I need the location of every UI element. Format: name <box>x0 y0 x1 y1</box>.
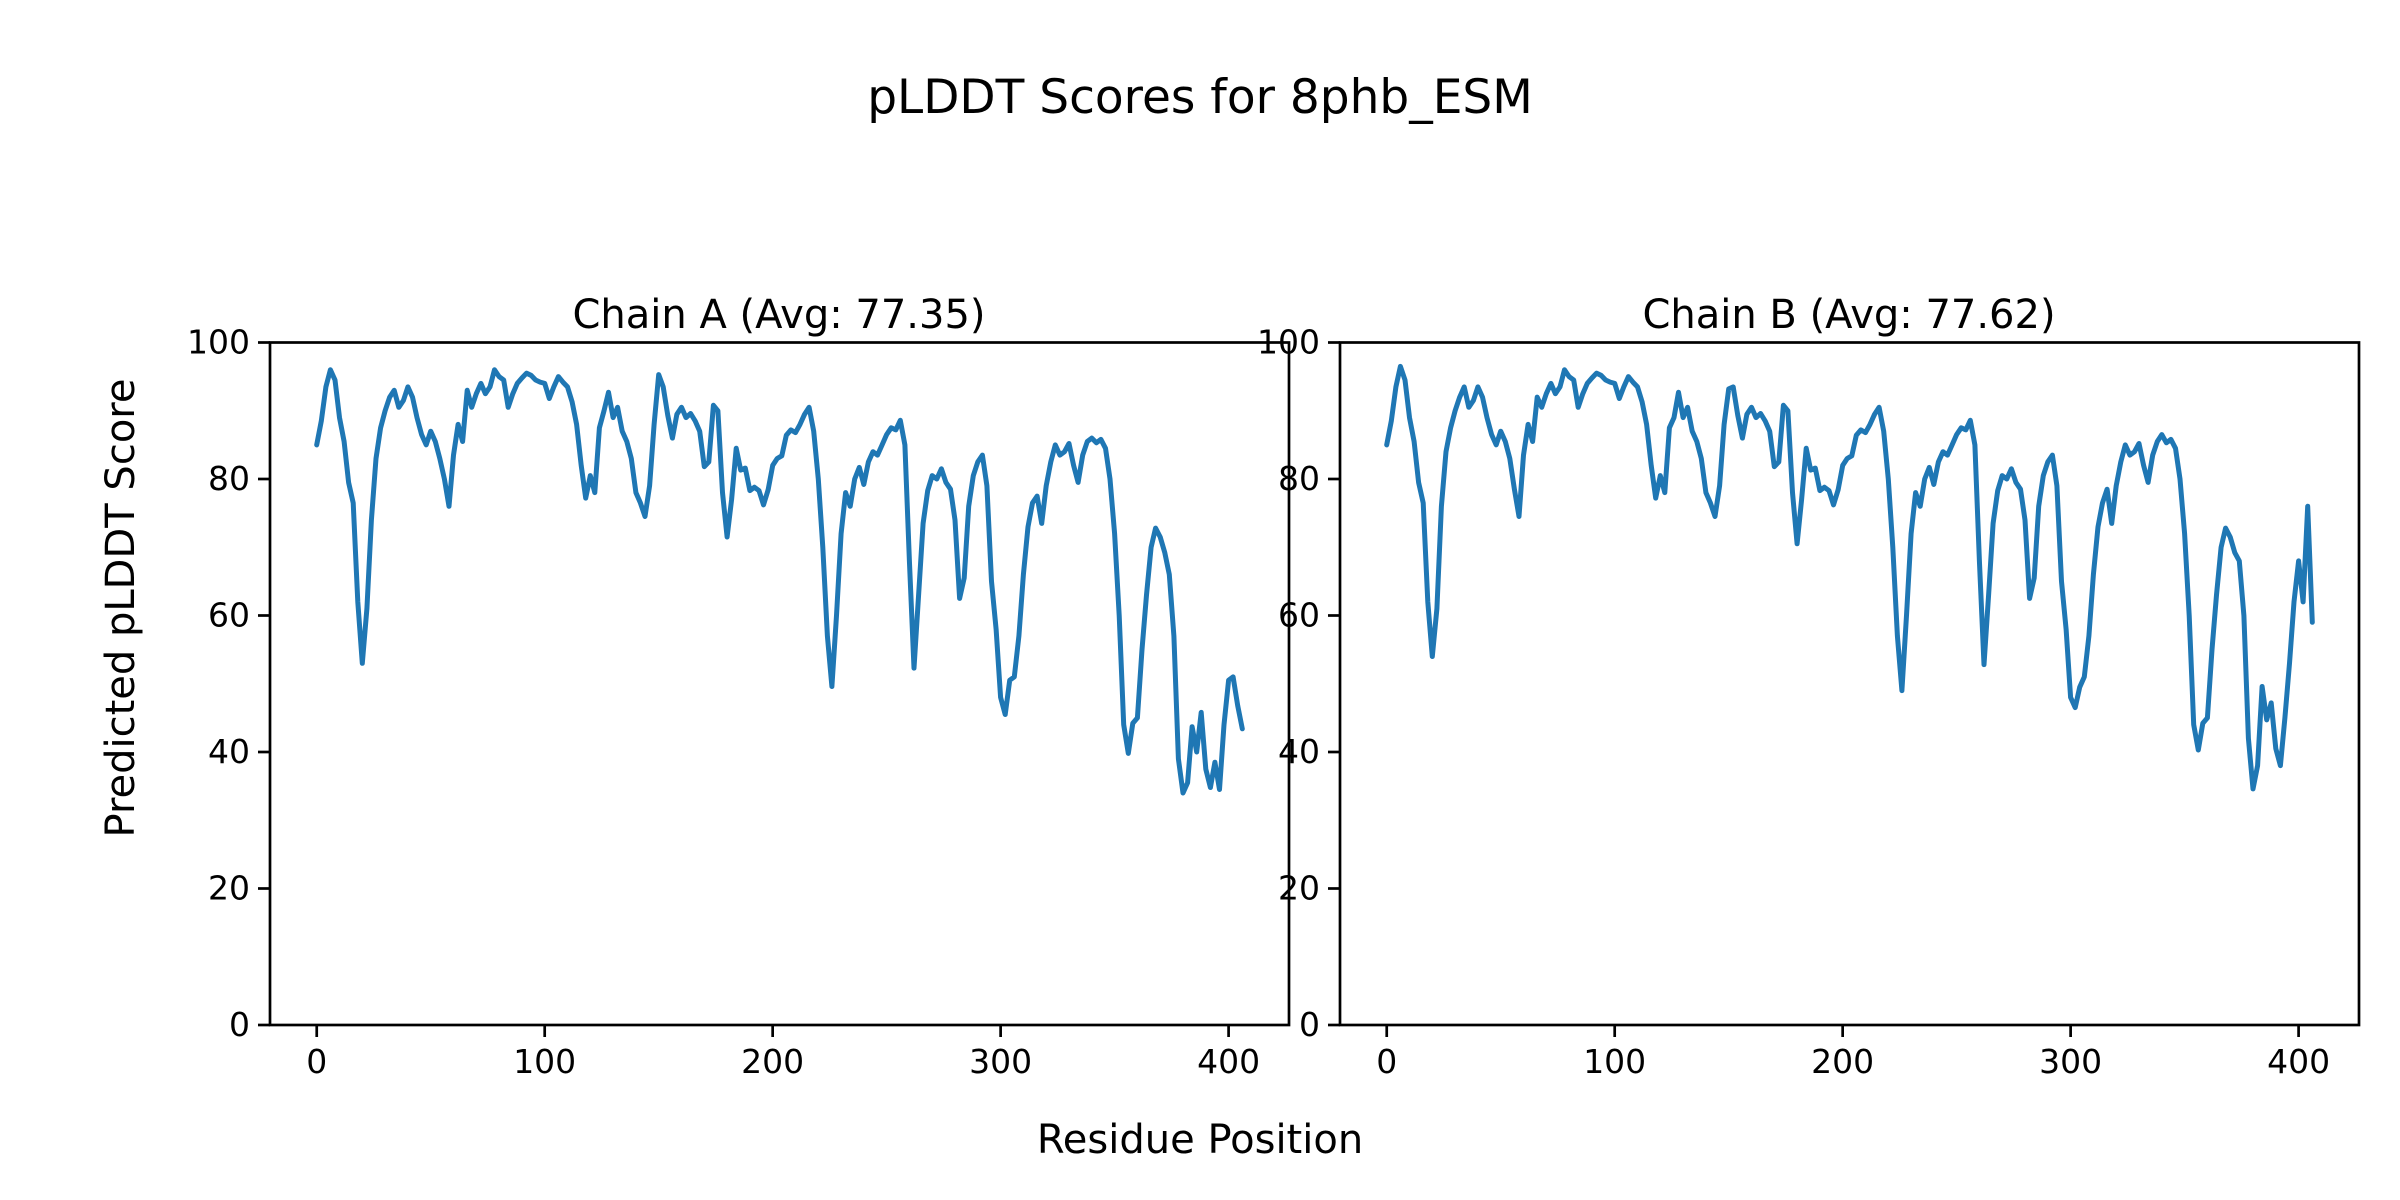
y-tick-label: 20 <box>1278 869 1320 908</box>
x-tick-label: 100 <box>1583 1042 1646 1081</box>
x-axis-label: Residue Position <box>1036 1117 1364 1163</box>
y-tick-label: 100 <box>187 323 250 362</box>
x-tick-label: 100 <box>513 1042 576 1081</box>
x-tick-label: 0 <box>1376 1042 1397 1081</box>
axes-border <box>268 341 1291 1027</box>
subplot-title-chain-a: Chain A (Avg: 77.35) <box>572 292 986 338</box>
y-tick-label: 0 <box>229 1005 250 1044</box>
x-tick-label: 400 <box>2267 1042 2330 1081</box>
y-tick-label: 60 <box>1278 596 1320 635</box>
y-tick-label: 60 <box>208 596 250 635</box>
x-tick-label: 400 <box>1197 1042 1260 1081</box>
plddt-line-chain-a <box>314 367 1245 796</box>
x-tick-label: 0 <box>306 1042 327 1081</box>
subplot-chain-a: 0 100 200 300 400 0 20 40 60 80 100 <box>187 323 1291 1081</box>
plddt-line-chain-b <box>1384 363 2315 792</box>
y-tick-label: 80 <box>208 459 250 498</box>
y-tick-label: 100 <box>1257 323 1320 362</box>
axes-border <box>1338 341 2361 1027</box>
y-tick-label: 40 <box>1278 732 1320 771</box>
x-tick-label: 300 <box>2039 1042 2102 1081</box>
subplot-chain-b: 0 100 200 300 400 0 20 40 60 80 100 <box>1257 323 2361 1081</box>
x-tick-label: 300 <box>969 1042 1032 1081</box>
x-tick-label: 200 <box>1811 1042 1874 1081</box>
y-tick-label: 40 <box>208 732 250 771</box>
y-tick-label: 0 <box>1299 1005 1320 1044</box>
y-tick-label: 20 <box>208 869 250 908</box>
figure-title: pLDDT Scores for 8phb_ESM <box>867 70 1533 125</box>
x-tick-label: 200 <box>741 1042 804 1081</box>
subplot-title-chain-b: Chain B (Avg: 77.62) <box>1642 292 2056 338</box>
y-tick-label: 80 <box>1278 459 1320 498</box>
